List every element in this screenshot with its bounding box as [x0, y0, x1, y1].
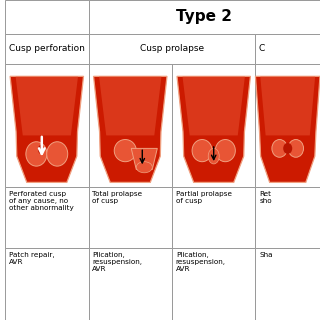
- Polygon shape: [10, 76, 84, 182]
- Ellipse shape: [215, 140, 235, 162]
- Polygon shape: [260, 76, 315, 135]
- Polygon shape: [16, 76, 78, 135]
- Bar: [5, 34, 89, 64]
- Bar: [89, 34, 255, 64]
- Text: Sha: Sha: [259, 252, 273, 258]
- Ellipse shape: [283, 143, 292, 154]
- Bar: [255, 34, 320, 64]
- Text: Plication,
resuspension,
AVR: Plication, resuspension, AVR: [176, 252, 226, 272]
- Ellipse shape: [288, 140, 304, 157]
- Bar: [89, 0, 320, 34]
- Bar: [172, 34, 255, 64]
- Ellipse shape: [38, 145, 44, 154]
- Text: Plication,
resuspension,
AVR: Plication, resuspension, AVR: [92, 252, 142, 272]
- Polygon shape: [182, 76, 245, 135]
- Text: Type 2: Type 2: [176, 9, 232, 24]
- Polygon shape: [255, 76, 320, 182]
- Bar: [255, 0, 320, 34]
- Polygon shape: [131, 148, 157, 170]
- Bar: [89, 248, 172, 320]
- Ellipse shape: [192, 140, 212, 162]
- Ellipse shape: [208, 148, 219, 164]
- Text: Ret
sho: Ret sho: [259, 191, 272, 204]
- Text: Total prolapse
of cusp: Total prolapse of cusp: [92, 191, 142, 204]
- Ellipse shape: [114, 140, 136, 162]
- Text: C: C: [259, 44, 265, 53]
- Text: Patch repair,
AVR: Patch repair, AVR: [9, 252, 54, 265]
- Bar: [172, 64, 255, 187]
- Ellipse shape: [47, 142, 68, 166]
- Text: Partial prolapse
of cusp: Partial prolapse of cusp: [176, 191, 232, 204]
- Ellipse shape: [136, 162, 152, 173]
- Text: Cusp prolapse: Cusp prolapse: [140, 44, 204, 53]
- Bar: [172, 187, 255, 248]
- Bar: [172, 248, 255, 320]
- Bar: [255, 187, 320, 248]
- Ellipse shape: [26, 142, 47, 166]
- Bar: [5, 187, 89, 248]
- Bar: [255, 248, 320, 320]
- Bar: [5, 64, 89, 187]
- Bar: [172, 0, 255, 34]
- Bar: [89, 0, 172, 34]
- Polygon shape: [177, 76, 251, 182]
- Bar: [5, 248, 89, 320]
- Bar: [5, 0, 89, 34]
- Text: Cusp perforation: Cusp perforation: [9, 44, 85, 53]
- Bar: [89, 187, 172, 248]
- Bar: [255, 64, 320, 187]
- Text: Perforated cusp
of any cause, no
other abnormality: Perforated cusp of any cause, no other a…: [9, 191, 74, 211]
- Ellipse shape: [272, 140, 287, 157]
- Bar: [89, 34, 172, 64]
- Polygon shape: [93, 76, 167, 182]
- Polygon shape: [99, 76, 162, 135]
- Bar: [89, 64, 172, 187]
